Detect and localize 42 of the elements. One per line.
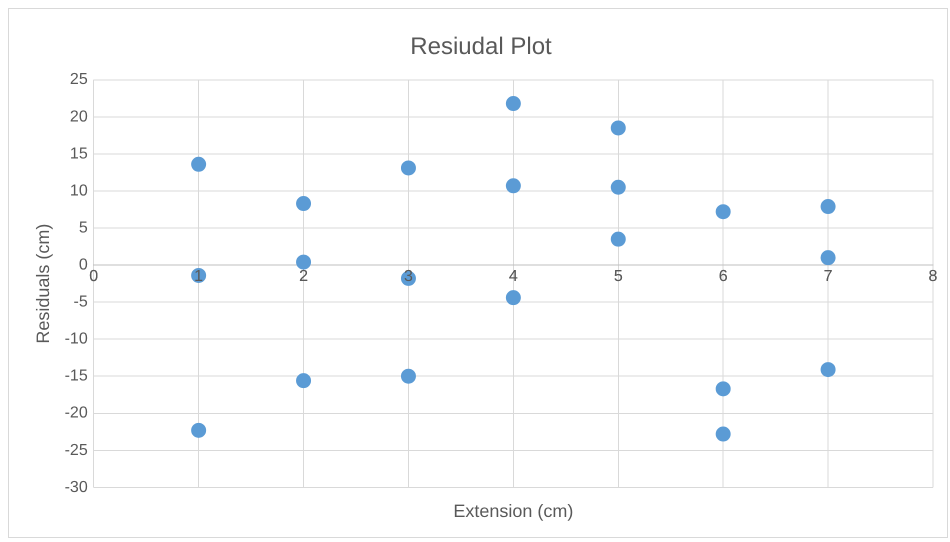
point [610,232,626,247]
x-tick-label: 4 [508,268,518,286]
point [820,362,836,378]
point [610,120,626,136]
point [191,156,206,172]
y-tick-label: -5 [73,294,88,311]
y-tick-label: 0 [78,256,88,274]
y-tick-label: -20 [64,404,88,422]
y-tick-label: 25 [70,71,88,88]
point [820,250,836,266]
point [400,160,416,176]
y-tick-label: -15 [64,368,88,385]
y-tick-label: -25 [64,442,88,459]
point [506,178,521,194]
y-tick-label: 10 [70,182,88,200]
point [400,368,416,384]
point [296,373,312,388]
y-tick-label: 5 [78,219,88,236]
point [716,204,731,220]
x-tick-label: 6 [718,268,728,286]
y-tick-label: 15 [70,145,88,162]
y-tick-label: -10 [64,330,88,348]
x-axis-title: Extension (cm) [453,501,574,522]
point [716,381,731,396]
x-tick-label: 2 [299,268,308,286]
x-tick-label: 8 [928,268,938,286]
y-tick-label: 20 [70,108,88,126]
point [506,96,521,112]
y-axis-title: Residuals (cm) [32,224,53,344]
point [296,254,312,270]
point [506,290,521,306]
point [716,426,731,442]
point [191,422,206,438]
point [296,196,312,212]
x-tick-label: 7 [824,268,833,286]
y-tick-label: -30 [64,478,88,496]
point [820,199,836,214]
chart-title: Resiudal Plot [410,33,552,60]
x-tick-label: 5 [614,268,623,286]
x-tick-label: 1 [194,268,204,286]
x-tick-label: 3 [404,268,413,286]
point [610,180,626,195]
